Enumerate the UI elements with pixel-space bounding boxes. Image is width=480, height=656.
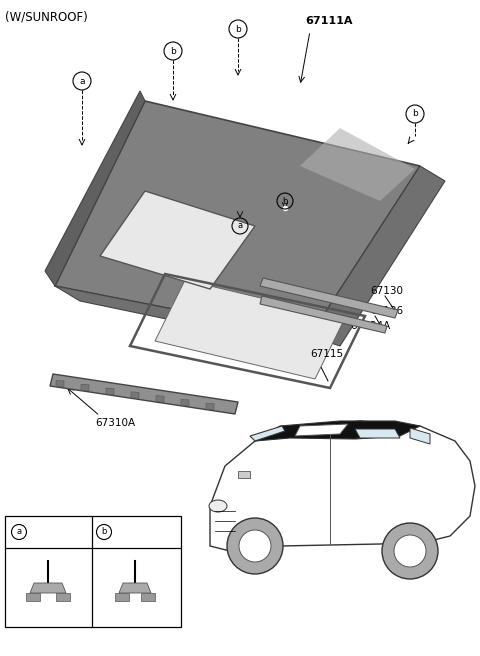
Text: 67336: 67336 — [116, 527, 147, 537]
Text: 67134A: 67134A — [350, 321, 390, 331]
Polygon shape — [26, 593, 40, 601]
Text: (W/SUNROOF): (W/SUNROOF) — [5, 11, 88, 24]
Polygon shape — [295, 424, 348, 436]
Text: b: b — [282, 197, 288, 205]
Polygon shape — [50, 374, 238, 414]
Polygon shape — [55, 286, 320, 351]
Polygon shape — [210, 421, 475, 551]
Text: 67130: 67130 — [370, 286, 403, 296]
Text: 67321L: 67321L — [30, 523, 64, 533]
Polygon shape — [81, 384, 89, 391]
Text: a: a — [238, 222, 242, 230]
Polygon shape — [45, 91, 145, 286]
Text: 67136: 67136 — [370, 306, 403, 316]
Polygon shape — [100, 191, 255, 289]
Polygon shape — [156, 396, 164, 402]
Polygon shape — [181, 400, 189, 406]
Text: 67331R: 67331R — [30, 533, 65, 541]
Text: b: b — [412, 110, 418, 119]
Text: b: b — [170, 47, 176, 56]
FancyBboxPatch shape — [4, 516, 180, 626]
Polygon shape — [250, 426, 285, 441]
Circle shape — [382, 523, 438, 579]
Text: 67310A: 67310A — [95, 418, 135, 428]
Polygon shape — [310, 166, 445, 346]
Text: a: a — [16, 527, 22, 537]
Polygon shape — [115, 593, 129, 601]
Polygon shape — [56, 380, 64, 387]
Text: b: b — [101, 527, 107, 537]
Polygon shape — [410, 428, 430, 444]
Polygon shape — [238, 471, 250, 478]
Polygon shape — [260, 278, 398, 318]
Text: a: a — [79, 77, 85, 85]
Text: b: b — [235, 24, 241, 33]
Polygon shape — [119, 583, 151, 593]
Ellipse shape — [209, 500, 227, 512]
Polygon shape — [141, 593, 155, 601]
Polygon shape — [30, 583, 66, 593]
Polygon shape — [355, 429, 400, 438]
Polygon shape — [106, 388, 114, 394]
Circle shape — [239, 530, 271, 562]
Circle shape — [227, 518, 283, 574]
Polygon shape — [300, 128, 415, 201]
Polygon shape — [206, 403, 214, 410]
Polygon shape — [155, 280, 345, 379]
Polygon shape — [260, 296, 387, 333]
Text: 67115: 67115 — [310, 349, 343, 359]
Polygon shape — [55, 101, 420, 336]
Polygon shape — [255, 421, 420, 441]
Text: 67111A: 67111A — [305, 16, 352, 26]
Circle shape — [394, 535, 426, 567]
Polygon shape — [131, 392, 139, 398]
Polygon shape — [56, 593, 70, 601]
